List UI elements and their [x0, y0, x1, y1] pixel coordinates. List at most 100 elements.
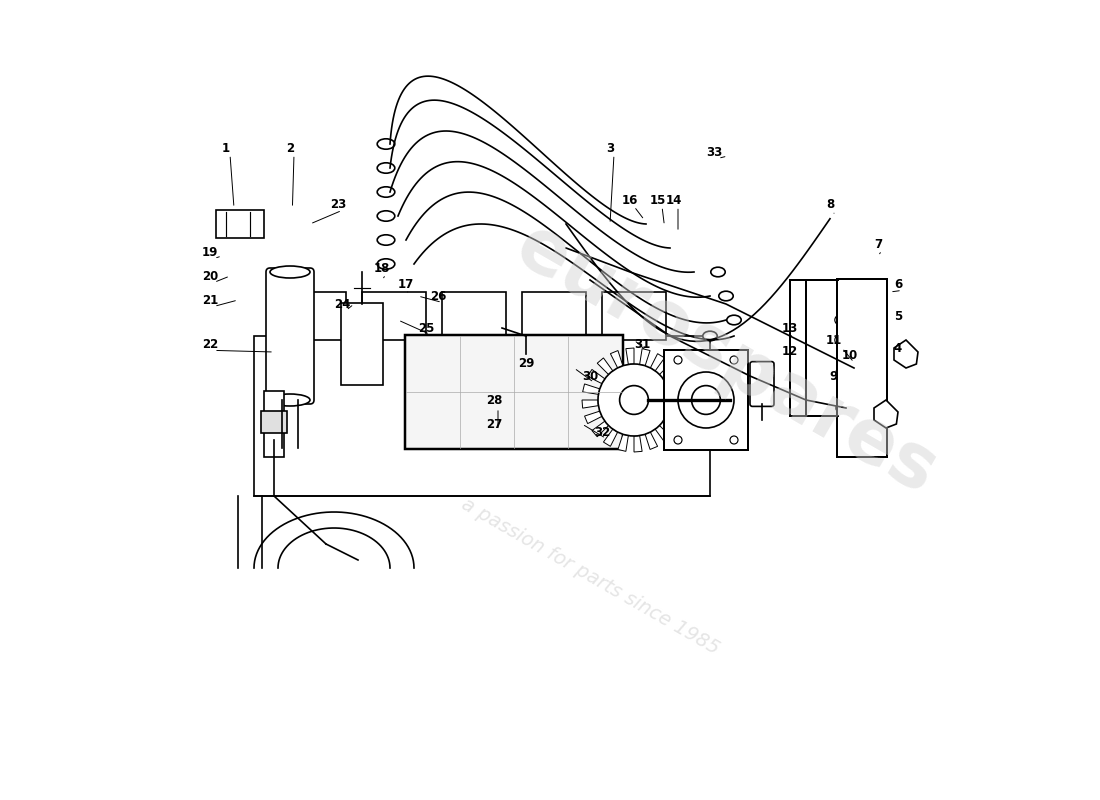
Text: 31: 31	[634, 338, 650, 350]
Polygon shape	[645, 432, 658, 450]
Circle shape	[518, 364, 534, 380]
Ellipse shape	[844, 362, 864, 374]
Polygon shape	[639, 349, 650, 366]
Ellipse shape	[377, 162, 395, 174]
Ellipse shape	[377, 138, 395, 149]
Ellipse shape	[836, 402, 856, 414]
Text: 3: 3	[606, 142, 614, 154]
Ellipse shape	[377, 210, 395, 222]
Text: 5: 5	[894, 310, 902, 322]
Text: 13: 13	[782, 322, 799, 334]
Ellipse shape	[270, 394, 310, 406]
Polygon shape	[583, 384, 600, 394]
Circle shape	[835, 335, 845, 345]
FancyBboxPatch shape	[750, 362, 774, 406]
Text: 32: 32	[594, 426, 610, 438]
Circle shape	[835, 315, 845, 325]
Text: 22: 22	[202, 338, 218, 350]
Text: 27: 27	[486, 418, 502, 430]
Ellipse shape	[703, 331, 717, 341]
Ellipse shape	[686, 379, 701, 389]
Circle shape	[730, 356, 738, 364]
Polygon shape	[618, 434, 628, 451]
Polygon shape	[582, 400, 598, 408]
Polygon shape	[660, 363, 676, 379]
Text: 9: 9	[829, 370, 838, 382]
Polygon shape	[874, 400, 898, 428]
FancyBboxPatch shape	[442, 292, 506, 340]
Text: 19: 19	[201, 246, 218, 258]
Text: 25: 25	[418, 322, 434, 334]
Polygon shape	[626, 348, 634, 365]
Text: a passion for parts since 1985: a passion for parts since 1985	[458, 494, 723, 658]
Circle shape	[674, 436, 682, 444]
Text: 30: 30	[582, 370, 598, 382]
FancyBboxPatch shape	[522, 292, 586, 340]
Text: 7: 7	[873, 238, 882, 250]
Text: 2: 2	[286, 142, 294, 154]
Text: 14: 14	[666, 194, 682, 206]
Text: eurospares: eurospares	[503, 210, 949, 510]
FancyBboxPatch shape	[282, 292, 346, 340]
FancyBboxPatch shape	[487, 398, 508, 407]
Polygon shape	[894, 340, 918, 368]
Polygon shape	[667, 376, 683, 389]
Polygon shape	[610, 350, 623, 368]
FancyBboxPatch shape	[261, 411, 287, 433]
Text: 11: 11	[826, 334, 843, 346]
Polygon shape	[656, 426, 671, 442]
Circle shape	[481, 346, 516, 382]
FancyBboxPatch shape	[217, 210, 264, 238]
Text: 1: 1	[222, 142, 230, 154]
Ellipse shape	[727, 315, 741, 325]
Ellipse shape	[711, 267, 725, 277]
Text: 21: 21	[202, 294, 218, 306]
Circle shape	[730, 436, 738, 444]
Polygon shape	[670, 392, 686, 400]
Circle shape	[508, 354, 543, 390]
Circle shape	[692, 386, 720, 414]
Ellipse shape	[695, 355, 710, 365]
Text: 16: 16	[621, 194, 638, 206]
Text: 23: 23	[330, 198, 346, 210]
Polygon shape	[650, 354, 664, 371]
Text: 6: 6	[894, 278, 902, 290]
Ellipse shape	[270, 266, 310, 278]
Text: 15: 15	[650, 194, 667, 206]
Ellipse shape	[377, 235, 395, 245]
FancyBboxPatch shape	[837, 279, 887, 457]
Polygon shape	[634, 435, 642, 452]
FancyBboxPatch shape	[491, 406, 505, 426]
Text: 4: 4	[894, 342, 902, 354]
Ellipse shape	[377, 258, 395, 269]
FancyBboxPatch shape	[362, 292, 426, 340]
FancyBboxPatch shape	[405, 335, 623, 449]
Polygon shape	[584, 411, 602, 424]
FancyBboxPatch shape	[341, 303, 383, 385]
FancyBboxPatch shape	[266, 268, 314, 404]
Text: 18: 18	[374, 262, 390, 274]
Polygon shape	[592, 421, 608, 437]
FancyBboxPatch shape	[254, 336, 710, 496]
FancyBboxPatch shape	[664, 350, 748, 450]
Text: 17: 17	[398, 278, 414, 290]
Polygon shape	[587, 370, 605, 384]
Text: 10: 10	[842, 350, 858, 362]
Circle shape	[598, 364, 670, 436]
Circle shape	[678, 372, 734, 428]
Text: 8: 8	[826, 198, 834, 210]
Text: 33: 33	[706, 146, 722, 158]
Text: 20: 20	[202, 270, 218, 282]
Text: 29: 29	[518, 358, 535, 370]
Text: 24: 24	[333, 298, 350, 310]
Polygon shape	[597, 358, 613, 374]
FancyBboxPatch shape	[602, 292, 666, 340]
Circle shape	[619, 386, 648, 414]
Polygon shape	[663, 416, 680, 430]
FancyBboxPatch shape	[264, 391, 285, 457]
Ellipse shape	[718, 291, 734, 301]
Circle shape	[490, 356, 506, 372]
Ellipse shape	[377, 186, 395, 198]
Circle shape	[674, 356, 682, 364]
Text: 12: 12	[782, 346, 799, 358]
